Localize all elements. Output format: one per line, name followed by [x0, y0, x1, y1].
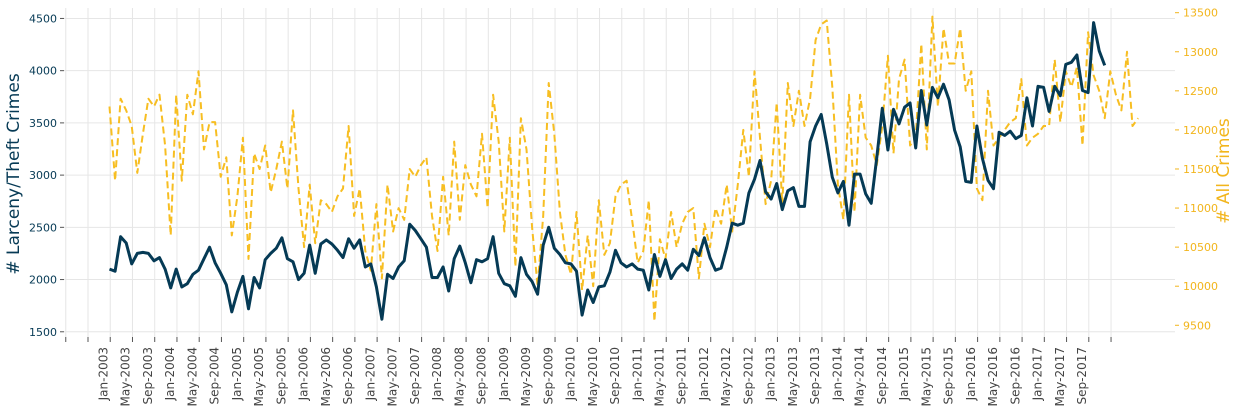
- x-tick-label: Sep-2012: [741, 347, 755, 405]
- x-tick-label: Jan-2017: [1031, 347, 1045, 401]
- x-tick-label: Sep-2006: [341, 347, 355, 405]
- left-tick-label: 4000: [29, 65, 57, 78]
- left-tick-label: 3500: [29, 117, 57, 130]
- right-tick-label: 12000: [1183, 124, 1218, 137]
- x-tick-label: Jan-2012: [697, 347, 711, 401]
- x-tick-label: Jan-2014: [830, 347, 844, 401]
- right-tick-label: 9500: [1183, 319, 1211, 332]
- x-tick-label: Jan-2015: [897, 347, 911, 401]
- x-tick-label: Jan-2013: [764, 347, 778, 401]
- left-tick-label: 4500: [29, 12, 57, 25]
- x-tick-label: May-2008: [452, 347, 466, 406]
- series-lines: [108, 15, 1139, 323]
- left-tick-label: 1500: [29, 326, 57, 339]
- left-tick-label: 3000: [29, 169, 57, 182]
- right-tick-label: 10500: [1183, 241, 1218, 254]
- x-tick-label: Sep-2016: [1008, 347, 1022, 405]
- x-tick-label: Sep-2005: [274, 347, 288, 405]
- x-tick-label: Sep-2004: [208, 347, 222, 405]
- right-tick-label: 13000: [1183, 46, 1218, 59]
- x-tick-label: Sep-2010: [608, 347, 622, 405]
- x-tick-label: Sep-2013: [808, 347, 822, 405]
- left-axis-ticks: 1500 2000 2500 3000 3500 4000 4500: [29, 12, 64, 339]
- x-tick-label: Jan-2009: [497, 347, 511, 401]
- right-tick-label: 13500: [1183, 7, 1218, 20]
- x-tick-label: May-2003: [119, 347, 133, 406]
- x-tick-label: May-2010: [586, 347, 600, 406]
- x-tick-label: May-2013: [786, 347, 800, 406]
- left-axis-label: # Larceny/Theft Crimes: [4, 73, 24, 274]
- x-tick-label: Jan-2004: [163, 347, 177, 401]
- right-tick-label: 11500: [1183, 163, 1218, 176]
- right-axis-ticks: 9500 10000 10500 11000 11500 12000 12500 13000 1…: [1175, 7, 1218, 332]
- x-tick-label: Jan-2010: [564, 347, 578, 401]
- left-tick-label: 2500: [29, 221, 57, 234]
- x-tick-label: Jan-2007: [363, 347, 377, 401]
- x-tick-label: Sep-2007: [408, 347, 422, 405]
- x-tick-label: Jan-2005: [230, 347, 244, 401]
- x-tick-label: Sep-2017: [1075, 347, 1089, 405]
- right-tick-label: 10000: [1183, 280, 1218, 293]
- x-tick-label: May-2016: [986, 347, 1000, 406]
- x-tick-label: May-2017: [1053, 347, 1067, 406]
- x-tick-label: Sep-2014: [875, 347, 889, 405]
- x-tick-label: May-2005: [252, 347, 266, 406]
- right-tick-label: 12500: [1183, 85, 1218, 98]
- x-tick-label: Jan-2008: [430, 347, 444, 401]
- x-tick-label: Jan-2003: [97, 347, 111, 401]
- x-tick-label: Sep-2011: [675, 347, 689, 405]
- x-axis-ticks: Jan-2003 May-2003 Sep-2003 Jan-2004 May-2004…: [65, 337, 1112, 406]
- x-tick-label: Jan-2016: [964, 347, 978, 401]
- x-tick-label: May-2007: [386, 347, 400, 406]
- x-tick-label: May-2014: [853, 347, 867, 406]
- gridlines: [64, 8, 1175, 337]
- right-tick-label: 11000: [1183, 202, 1218, 215]
- x-tick-label: May-2011: [653, 347, 667, 406]
- left-tick-label: 2000: [29, 274, 57, 287]
- x-tick-label: Jan-2006: [297, 347, 311, 401]
- x-tick-label: Jan-2011: [630, 347, 644, 401]
- x-tick-label: May-2015: [919, 347, 933, 406]
- x-tick-label: Sep-2015: [942, 347, 956, 405]
- all-crimes-line: [108, 15, 1139, 323]
- x-tick-label: May-2004: [185, 347, 199, 406]
- larceny-theft-line: [108, 21, 1107, 321]
- x-tick-label: May-2009: [519, 347, 533, 406]
- x-tick-label: May-2012: [719, 347, 733, 406]
- right-axis-label: # All Crimes: [1214, 118, 1234, 224]
- x-tick-label: May-2006: [319, 347, 333, 406]
- x-tick-label: Sep-2009: [541, 347, 555, 405]
- x-tick-label: Sep-2008: [475, 347, 489, 405]
- x-tick-label: Sep-2003: [141, 347, 155, 405]
